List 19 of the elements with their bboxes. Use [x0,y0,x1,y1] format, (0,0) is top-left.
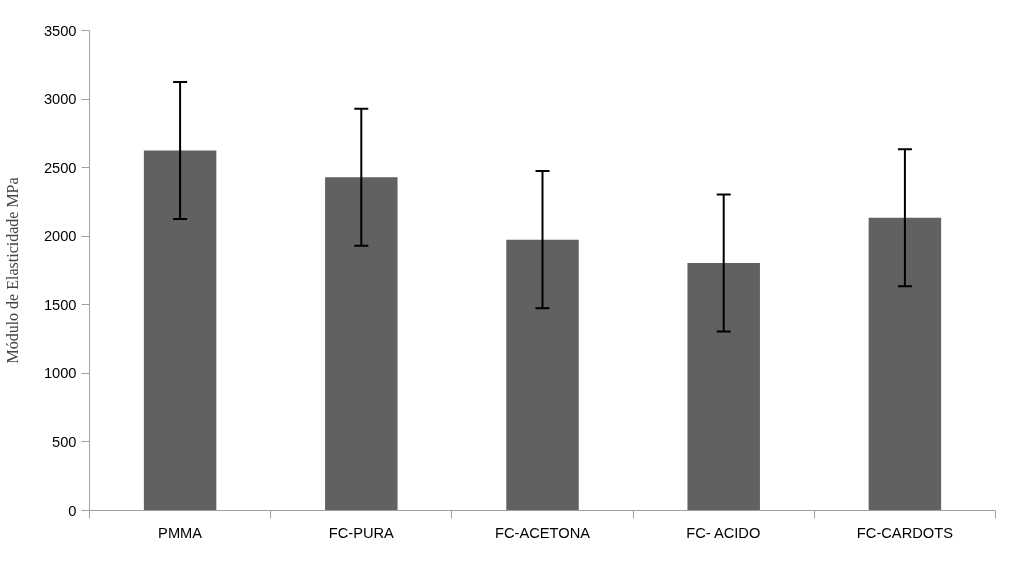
x-tick-label: FC- ACIDO [686,524,761,541]
x-tick-label: FC-PURA [328,524,395,541]
bar [687,262,760,511]
y-tick-label: 1500 [43,296,77,313]
y-tick-label: 3000 [43,91,77,108]
x-tick-label: FC-CARDOTS [856,524,954,541]
y-axis-title: Módulo de Elasticidade MPa [3,177,21,364]
bar [325,177,398,511]
x-tick-label: FC-ACETONA [495,524,591,541]
bar [868,217,942,511]
y-tick-label: 2000 [43,228,77,245]
x-tick-label: PMMA [158,524,203,541]
y-tick-label: 500 [52,433,77,450]
bar [143,150,217,511]
y-tick-label: 0 [68,502,77,519]
bar [506,239,579,511]
y-tick-label: 2500 [43,159,77,176]
y-tick-label: 3500 [43,22,77,39]
y-tick-label: 1000 [43,365,77,382]
